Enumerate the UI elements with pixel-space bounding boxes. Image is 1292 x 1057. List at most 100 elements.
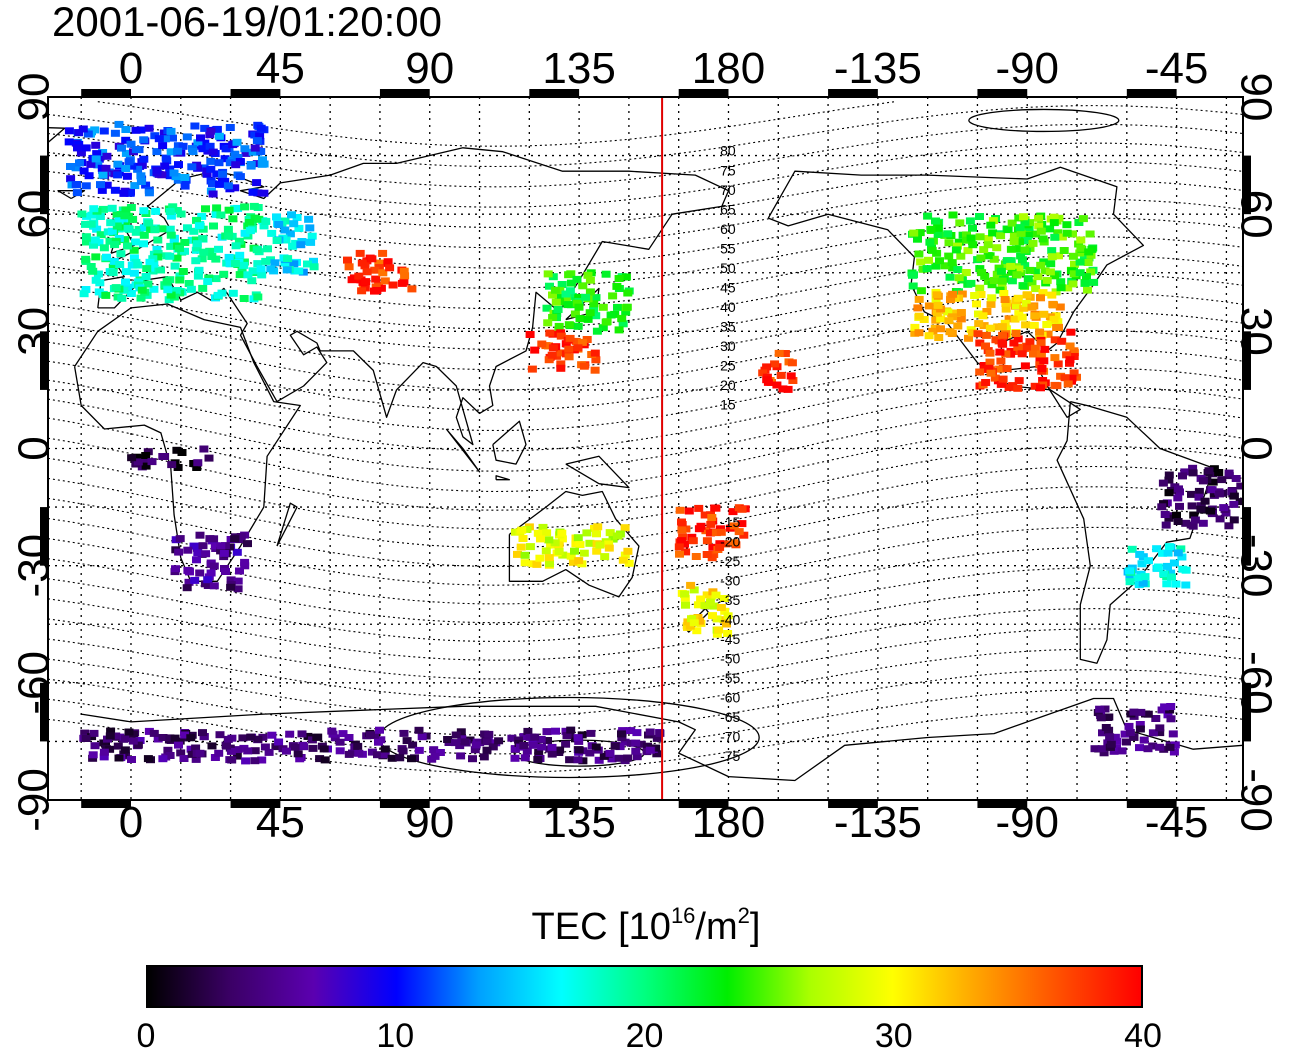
tec-pixel <box>153 253 163 261</box>
tec-pixel <box>1140 573 1150 581</box>
tec-pixel <box>1175 502 1184 510</box>
tec-pixel <box>252 179 262 187</box>
tec-pixel <box>330 734 340 742</box>
tec-pixel <box>210 754 220 761</box>
tec-pixel <box>956 315 966 323</box>
tec-pixel <box>915 229 925 237</box>
tec-pixel <box>948 264 958 272</box>
tec-pixel <box>614 754 624 762</box>
tec-pixel <box>1037 365 1047 372</box>
tec-pixel <box>208 190 218 198</box>
tec-pixel <box>709 602 719 610</box>
tec-pixel <box>212 204 222 212</box>
tec-pixel <box>1196 505 1206 513</box>
tec-pixel <box>573 534 583 542</box>
tec-pixel <box>1143 745 1153 753</box>
tec-pixel <box>435 749 445 756</box>
tec-pixel <box>1011 245 1021 253</box>
tec-pixel <box>240 203 250 211</box>
tec-pixel <box>97 186 107 194</box>
tec-pixel <box>99 244 109 252</box>
tec-pixel <box>335 747 345 755</box>
tec-pixel <box>93 270 103 278</box>
tec-pixel <box>1143 710 1153 718</box>
tec-pixel <box>612 532 622 540</box>
tec-pixel <box>924 332 934 340</box>
tec-pixel <box>984 364 994 372</box>
tec-pixel <box>928 327 938 335</box>
tec-pixel <box>66 175 76 183</box>
tec-pixel <box>1068 230 1077 238</box>
tec-pixel <box>997 339 1007 347</box>
axis-tick-bar <box>40 331 48 390</box>
tec-pixel <box>399 278 409 286</box>
tec-pixel <box>788 377 798 384</box>
tec-pixel <box>154 135 164 143</box>
tec-pixel <box>81 255 91 263</box>
tec-pixel <box>613 303 622 311</box>
tec-pixel <box>519 733 529 741</box>
tec-pixel <box>407 285 417 293</box>
tec-pixel <box>626 727 636 735</box>
tec-pixel <box>1053 229 1063 237</box>
tec-pixel <box>762 376 772 384</box>
tec-pixel <box>923 212 933 220</box>
tec-pixel <box>110 186 120 194</box>
tec-pixel <box>290 743 300 751</box>
tec-pixel <box>1043 330 1053 338</box>
tec-pixel <box>460 738 470 746</box>
tec-pixel <box>1019 304 1029 312</box>
tec-pixel <box>105 745 115 753</box>
tec-pixel <box>121 206 131 214</box>
tec-pixel <box>1065 359 1074 367</box>
tec-pixel <box>198 284 208 292</box>
axis-tick-bar <box>828 89 878 97</box>
tec-pixel <box>96 181 105 189</box>
tec-pixel <box>1047 291 1057 299</box>
tec-pixel <box>1129 733 1139 741</box>
tec-pixel <box>243 747 253 755</box>
tec-pixel <box>554 548 564 555</box>
tec-pixel <box>579 549 589 557</box>
tec-pixel <box>999 290 1009 297</box>
tec-pixel <box>947 259 957 267</box>
tec-pixel <box>623 754 633 762</box>
magnetic-latitude-label: -45 <box>720 631 740 647</box>
tec-pixel <box>338 730 348 738</box>
tec-pixel <box>570 310 580 318</box>
tec-pixel <box>107 227 117 235</box>
tec-pixel <box>102 253 111 261</box>
tec-pixel <box>924 302 934 310</box>
tec-pixel <box>543 737 552 744</box>
tec-pixel <box>141 181 151 189</box>
tec-pixel <box>307 232 317 240</box>
tec-pixel <box>956 252 966 260</box>
tec-pixel <box>602 318 612 326</box>
tec-pixel <box>87 211 97 219</box>
axis-tick-bar <box>81 89 131 97</box>
tec-pixel <box>720 607 730 615</box>
tec-pixel <box>988 229 998 237</box>
tec-pixel <box>456 752 466 760</box>
tec-pixel <box>343 256 352 264</box>
tec-pixel <box>383 258 393 266</box>
tec-pixel <box>968 329 977 337</box>
tec-pixel <box>618 556 628 564</box>
tec-pixel <box>1054 252 1063 260</box>
tec-pixel <box>306 238 316 246</box>
tec-pixel <box>1169 559 1179 567</box>
tec-pixel <box>933 301 943 309</box>
tec-pixel <box>652 734 662 742</box>
tec-pixel <box>221 568 230 575</box>
tec-pixel <box>946 296 955 304</box>
tec-pixel <box>347 276 357 284</box>
tec-pixel <box>130 238 140 246</box>
tec-pixel <box>618 320 628 328</box>
tec-pixel <box>986 221 996 229</box>
tec-pixel <box>259 160 269 168</box>
tec-pixel <box>131 228 141 236</box>
tec-pixel <box>219 549 229 557</box>
tec-pixel <box>1042 276 1052 284</box>
tec-pixel <box>702 551 712 558</box>
tec-pixel <box>142 265 152 273</box>
